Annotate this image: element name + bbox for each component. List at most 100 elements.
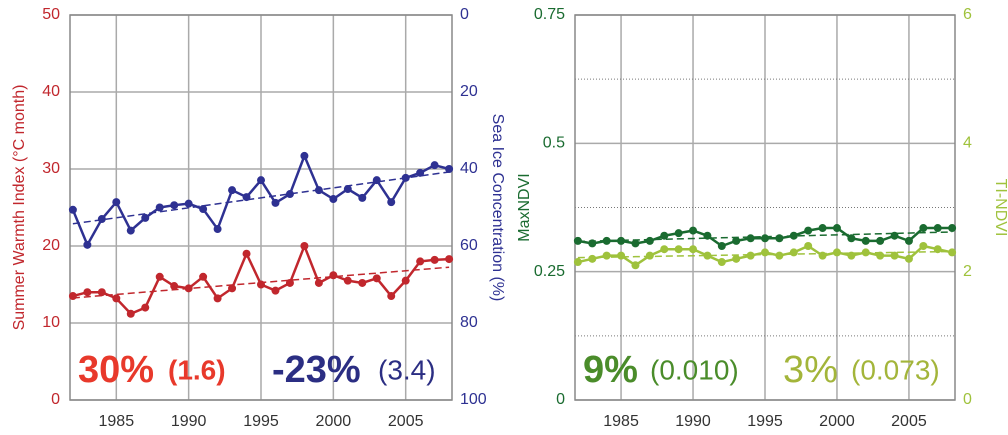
data-point [170,282,179,291]
y-tick-label: 30 [42,160,60,177]
data-point [789,231,798,240]
data-point [271,286,280,295]
data-point [228,284,237,293]
data-point [141,303,150,312]
data-point [242,193,251,202]
data-point [387,198,396,207]
data-point [876,251,885,260]
data-point [155,272,164,281]
y2-tick-label: 0 [963,391,972,408]
data-point [732,254,741,263]
y2-axis-label: TI-NDVI [992,179,1008,237]
y2-tick-label: 20 [460,83,478,100]
y2-tick-label: 40 [460,160,478,177]
annotation: (0.010) [650,354,739,385]
data-point [631,239,640,248]
x-tick-label: 2005 [891,413,927,430]
data-point [126,226,135,235]
data-point [126,309,135,318]
y2-tick-label: 80 [460,314,478,331]
data-point [257,280,265,289]
y-tick-label: 0 [51,391,60,408]
data-point [401,276,410,285]
data-point [775,234,784,243]
data-point [689,226,698,235]
data-point [904,236,913,245]
data-point [343,276,352,285]
data-point [588,254,597,263]
data-point [445,255,454,264]
x-tick-label: 1990 [675,413,711,430]
data-point [588,239,597,248]
data-point [573,236,582,245]
data-point [97,215,106,224]
data-point [818,224,827,233]
data-point [832,224,841,233]
x-tick-label: 1995 [243,413,279,430]
data-point [861,248,870,257]
plot-frame [574,14,956,401]
y2-axis-label: Sea Ice Concentration (%) [489,114,506,302]
data-point [372,176,381,185]
x-tick-label: 2000 [819,413,855,430]
annotation: 9% [583,349,638,391]
data-point [170,201,179,210]
data-point [358,278,367,287]
y-tick-label: 0 [556,391,565,408]
data-point [372,274,381,283]
data-point [602,251,611,260]
data-point [919,224,928,233]
annotation: -23% [272,349,361,391]
data-point [271,198,280,207]
data-point [703,231,712,240]
y2-tick-label: 60 [460,237,478,254]
y-tick-label: 40 [42,83,60,100]
data-point [213,294,222,303]
data-point [97,288,106,297]
data-point [674,245,683,254]
data-point [933,224,942,233]
data-point [861,236,870,245]
annotation: (1.6) [168,354,226,385]
y-tick-label: 20 [42,237,60,254]
data-point [832,248,841,257]
data-point [890,231,899,240]
data-point [314,278,323,287]
data-point [416,168,425,177]
data-point [933,245,942,254]
data-point [285,278,294,287]
data-point [573,258,582,267]
data-point [68,292,77,301]
data-point [343,185,352,194]
data-point [228,186,237,195]
data-point [761,248,769,257]
x-tick-label: 2000 [316,413,352,430]
data-point [948,248,957,257]
data-point [732,236,741,245]
data-point [674,229,683,238]
data-point [847,234,856,243]
data-point [68,205,77,214]
data-point [300,151,309,160]
annotation: 3% [783,349,838,391]
x-tick-label: 1985 [99,413,135,430]
y-tick-label: 50 [42,6,60,23]
data-point [703,251,712,260]
data-point [445,165,454,173]
data-point [83,240,92,249]
trend-line [72,171,450,225]
data-point [919,242,928,250]
data-point [617,236,626,245]
y2-tick-label: 4 [963,135,972,152]
data-point [645,251,654,260]
data-point [285,190,294,199]
data-point [199,205,208,214]
y2-tick-label: 100 [460,391,487,408]
y2-tick-label: 2 [963,263,972,280]
data-point [660,231,669,240]
data-point [314,186,323,195]
data-point [329,195,338,204]
x-tick-label: 2005 [388,413,424,430]
data-point [904,254,913,263]
